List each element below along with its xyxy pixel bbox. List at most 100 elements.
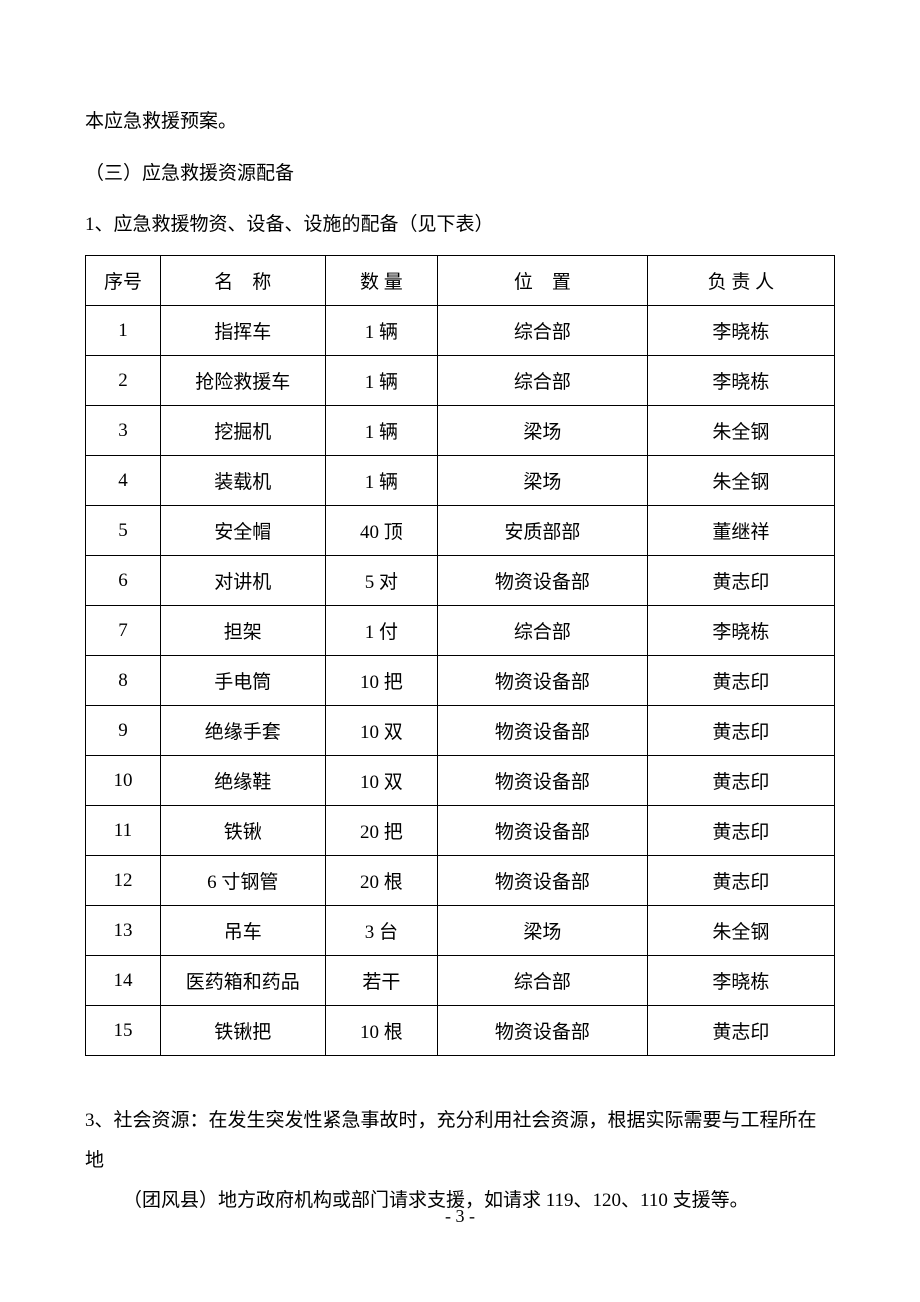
cell-location: 综合部 bbox=[438, 606, 648, 656]
table-row: 9绝缘手套10 双物资设备部黄志印 bbox=[86, 706, 835, 756]
table-row: 11铁锹20 把物资设备部黄志印 bbox=[86, 806, 835, 856]
cell-name: 手电筒 bbox=[160, 656, 325, 706]
cell-name: 绝缘手套 bbox=[160, 706, 325, 756]
cell-name: 担架 bbox=[160, 606, 325, 656]
cell-location: 综合部 bbox=[438, 356, 648, 406]
cell-quantity: 5 对 bbox=[325, 556, 437, 606]
section-heading: （三）应急救援资源配备 bbox=[85, 152, 835, 196]
bottom-line1: 3、社会资源：在发生突发性紧急事故时，充分利用社会资源，根据实际需要与工程所在地 bbox=[85, 1101, 835, 1181]
cell-person: 黄志印 bbox=[647, 1006, 834, 1056]
cell-name: 铁锹 bbox=[160, 806, 325, 856]
cell-quantity: 1 辆 bbox=[325, 306, 437, 356]
table-row: 1指挥车1 辆综合部李晓栋 bbox=[86, 306, 835, 356]
cell-name: 安全帽 bbox=[160, 506, 325, 556]
cell-quantity: 1 辆 bbox=[325, 456, 437, 506]
paragraph-social-resources: 3、社会资源：在发生突发性紧急事故时，充分利用社会资源，根据实际需要与工程所在地… bbox=[85, 1101, 835, 1221]
cell-person: 李晓栋 bbox=[647, 356, 834, 406]
cell-quantity: 10 把 bbox=[325, 656, 437, 706]
cell-index: 7 bbox=[86, 606, 161, 656]
cell-location: 梁场 bbox=[438, 406, 648, 456]
cell-location: 综合部 bbox=[438, 306, 648, 356]
cell-quantity: 20 把 bbox=[325, 806, 437, 856]
equipment-table: 序号 名 称 数 量 位 置 负 责 人 1指挥车1 辆综合部李晓栋2抢险救援车… bbox=[85, 255, 835, 1056]
table-row: 8手电筒10 把物资设备部黄志印 bbox=[86, 656, 835, 706]
cell-index: 5 bbox=[86, 506, 161, 556]
cell-quantity: 1 付 bbox=[325, 606, 437, 656]
cell-person: 朱全钢 bbox=[647, 406, 834, 456]
cell-person: 李晓栋 bbox=[647, 306, 834, 356]
header-person: 负 责 人 bbox=[647, 256, 834, 306]
table-row: 7担架1 付综合部李晓栋 bbox=[86, 606, 835, 656]
cell-location: 物资设备部 bbox=[438, 706, 648, 756]
table-row: 5安全帽40 顶安质部部董继祥 bbox=[86, 506, 835, 556]
cell-name: 医药箱和药品 bbox=[160, 956, 325, 1006]
cell-person: 黄志印 bbox=[647, 806, 834, 856]
cell-person: 李晓栋 bbox=[647, 956, 834, 1006]
cell-index: 11 bbox=[86, 806, 161, 856]
cell-name: 铁锹把 bbox=[160, 1006, 325, 1056]
cell-index: 13 bbox=[86, 906, 161, 956]
table-row: 15铁锹把10 根物资设备部黄志印 bbox=[86, 1006, 835, 1056]
cell-index: 12 bbox=[86, 856, 161, 906]
cell-index: 2 bbox=[86, 356, 161, 406]
cell-location: 综合部 bbox=[438, 956, 648, 1006]
cell-index: 3 bbox=[86, 406, 161, 456]
table-header-row: 序号 名 称 数 量 位 置 负 责 人 bbox=[86, 256, 835, 306]
table-row: 6对讲机5 对物资设备部黄志印 bbox=[86, 556, 835, 606]
cell-name: 抢险救援车 bbox=[160, 356, 325, 406]
cell-index: 8 bbox=[86, 656, 161, 706]
cell-location: 物资设备部 bbox=[438, 1006, 648, 1056]
table-row: 4装载机1 辆梁场朱全钢 bbox=[86, 456, 835, 506]
cell-quantity: 40 顶 bbox=[325, 506, 437, 556]
cell-person: 黄志印 bbox=[647, 556, 834, 606]
cell-person: 朱全钢 bbox=[647, 456, 834, 506]
header-name: 名 称 bbox=[160, 256, 325, 306]
cell-index: 14 bbox=[86, 956, 161, 1006]
cell-location: 物资设备部 bbox=[438, 806, 648, 856]
cell-person: 黄志印 bbox=[647, 656, 834, 706]
cell-location: 梁场 bbox=[438, 456, 648, 506]
cell-name: 吊车 bbox=[160, 906, 325, 956]
cell-index: 15 bbox=[86, 1006, 161, 1056]
cell-quantity: 20 根 bbox=[325, 856, 437, 906]
cell-index: 9 bbox=[86, 706, 161, 756]
cell-quantity: 10 根 bbox=[325, 1006, 437, 1056]
table-row: 3挖掘机1 辆梁场朱全钢 bbox=[86, 406, 835, 456]
cell-index: 4 bbox=[86, 456, 161, 506]
cell-person: 董继祥 bbox=[647, 506, 834, 556]
cell-name: 对讲机 bbox=[160, 556, 325, 606]
cell-name: 6 寸钢管 bbox=[160, 856, 325, 906]
table-row: 14医药箱和药品若干综合部李晓栋 bbox=[86, 956, 835, 1006]
header-index: 序号 bbox=[86, 256, 161, 306]
cell-quantity: 10 双 bbox=[325, 756, 437, 806]
cell-location: 物资设备部 bbox=[438, 756, 648, 806]
header-quantity: 数 量 bbox=[325, 256, 437, 306]
table-body: 1指挥车1 辆综合部李晓栋2抢险救援车1 辆综合部李晓栋3挖掘机1 辆梁场朱全钢… bbox=[86, 306, 835, 1056]
table-row: 13吊车3 台梁场朱全钢 bbox=[86, 906, 835, 956]
cell-quantity: 1 辆 bbox=[325, 406, 437, 456]
paragraph-list-heading: 1、应急救援物资、设备、设施的配备（见下表） bbox=[85, 203, 835, 247]
table-row: 126 寸钢管20 根物资设备部黄志印 bbox=[86, 856, 835, 906]
cell-location: 物资设备部 bbox=[438, 856, 648, 906]
paragraph-continuation: 本应急救援预案。 bbox=[85, 100, 835, 144]
cell-quantity: 若干 bbox=[325, 956, 437, 1006]
table-row: 10绝缘鞋10 双物资设备部黄志印 bbox=[86, 756, 835, 806]
cell-quantity: 10 双 bbox=[325, 706, 437, 756]
cell-name: 装载机 bbox=[160, 456, 325, 506]
cell-location: 物资设备部 bbox=[438, 656, 648, 706]
cell-name: 挖掘机 bbox=[160, 406, 325, 456]
cell-location: 安质部部 bbox=[438, 506, 648, 556]
cell-person: 黄志印 bbox=[647, 756, 834, 806]
cell-name: 指挥车 bbox=[160, 306, 325, 356]
cell-name: 绝缘鞋 bbox=[160, 756, 325, 806]
cell-person: 李晓栋 bbox=[647, 606, 834, 656]
cell-index: 6 bbox=[86, 556, 161, 606]
cell-index: 1 bbox=[86, 306, 161, 356]
cell-person: 朱全钢 bbox=[647, 906, 834, 956]
cell-location: 梁场 bbox=[438, 906, 648, 956]
cell-quantity: 3 台 bbox=[325, 906, 437, 956]
table-row: 2抢险救援车1 辆综合部李晓栋 bbox=[86, 356, 835, 406]
cell-location: 物资设备部 bbox=[438, 556, 648, 606]
cell-person: 黄志印 bbox=[647, 856, 834, 906]
page-number: - 3 - bbox=[0, 1206, 920, 1227]
